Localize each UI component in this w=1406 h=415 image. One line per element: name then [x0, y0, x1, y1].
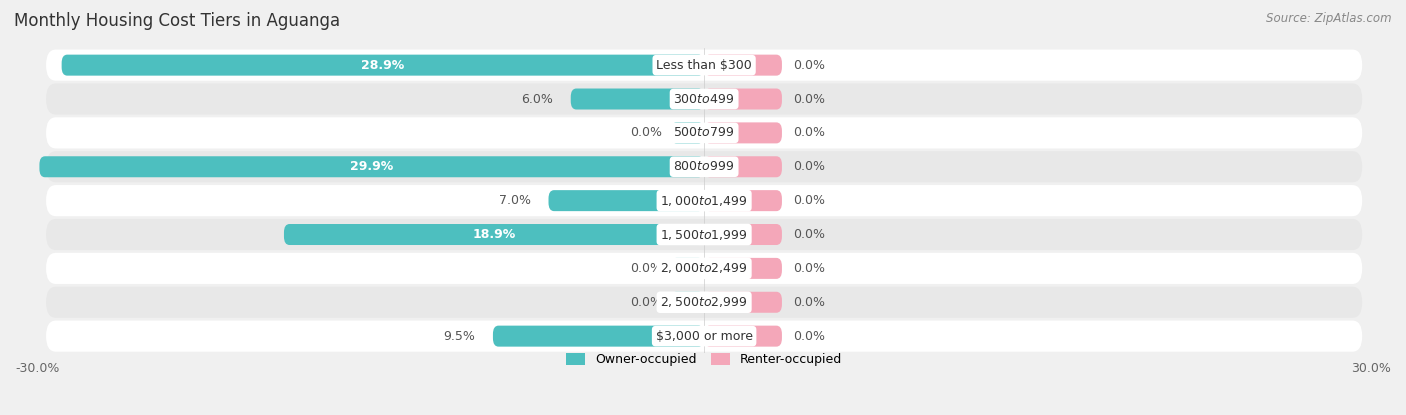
- FancyBboxPatch shape: [704, 122, 782, 144]
- FancyBboxPatch shape: [46, 253, 1362, 284]
- FancyBboxPatch shape: [46, 151, 1362, 182]
- Legend: Owner-occupied, Renter-occupied: Owner-occupied, Renter-occupied: [561, 348, 848, 371]
- FancyBboxPatch shape: [704, 55, 782, 76]
- FancyBboxPatch shape: [46, 83, 1362, 115]
- FancyBboxPatch shape: [671, 292, 704, 313]
- FancyBboxPatch shape: [494, 326, 704, 347]
- Text: $500 to $799: $500 to $799: [673, 127, 735, 139]
- FancyBboxPatch shape: [46, 49, 1362, 81]
- FancyBboxPatch shape: [548, 190, 704, 211]
- FancyBboxPatch shape: [704, 190, 782, 211]
- FancyBboxPatch shape: [46, 320, 1362, 352]
- Text: 0.0%: 0.0%: [793, 194, 825, 207]
- Text: 29.9%: 29.9%: [350, 160, 394, 173]
- FancyBboxPatch shape: [46, 117, 1362, 149]
- FancyBboxPatch shape: [671, 122, 704, 144]
- Text: 0.0%: 0.0%: [793, 228, 825, 241]
- FancyBboxPatch shape: [46, 185, 1362, 216]
- Text: Less than $300: Less than $300: [657, 59, 752, 72]
- Text: 0.0%: 0.0%: [793, 160, 825, 173]
- Text: 0.0%: 0.0%: [793, 93, 825, 105]
- FancyBboxPatch shape: [704, 292, 782, 313]
- Text: 0.0%: 0.0%: [793, 127, 825, 139]
- Text: 0.0%: 0.0%: [793, 330, 825, 343]
- Text: $2,000 to $2,499: $2,000 to $2,499: [661, 261, 748, 276]
- Text: $2,500 to $2,999: $2,500 to $2,999: [661, 295, 748, 309]
- FancyBboxPatch shape: [671, 258, 704, 279]
- Text: 0.0%: 0.0%: [793, 262, 825, 275]
- Text: 18.9%: 18.9%: [472, 228, 516, 241]
- FancyBboxPatch shape: [46, 219, 1362, 250]
- Text: 0.0%: 0.0%: [793, 59, 825, 72]
- FancyBboxPatch shape: [571, 88, 704, 110]
- FancyBboxPatch shape: [704, 156, 782, 177]
- Text: 28.9%: 28.9%: [361, 59, 405, 72]
- Text: 6.0%: 6.0%: [522, 93, 553, 105]
- FancyBboxPatch shape: [704, 258, 782, 279]
- Text: 7.0%: 7.0%: [499, 194, 530, 207]
- FancyBboxPatch shape: [704, 88, 782, 110]
- Text: Source: ZipAtlas.com: Source: ZipAtlas.com: [1267, 12, 1392, 25]
- Text: $1,000 to $1,499: $1,000 to $1,499: [661, 194, 748, 208]
- FancyBboxPatch shape: [704, 326, 782, 347]
- Text: $800 to $999: $800 to $999: [673, 160, 735, 173]
- Text: 0.0%: 0.0%: [793, 296, 825, 309]
- Text: 0.0%: 0.0%: [630, 127, 662, 139]
- FancyBboxPatch shape: [39, 156, 704, 177]
- Text: $300 to $499: $300 to $499: [673, 93, 735, 105]
- FancyBboxPatch shape: [46, 287, 1362, 318]
- FancyBboxPatch shape: [284, 224, 704, 245]
- Text: 0.0%: 0.0%: [630, 262, 662, 275]
- FancyBboxPatch shape: [704, 224, 782, 245]
- Text: 0.0%: 0.0%: [630, 296, 662, 309]
- Text: Monthly Housing Cost Tiers in Aguanga: Monthly Housing Cost Tiers in Aguanga: [14, 12, 340, 30]
- Text: $3,000 or more: $3,000 or more: [655, 330, 752, 343]
- Text: $1,500 to $1,999: $1,500 to $1,999: [661, 227, 748, 242]
- Text: 9.5%: 9.5%: [443, 330, 475, 343]
- FancyBboxPatch shape: [62, 55, 704, 76]
